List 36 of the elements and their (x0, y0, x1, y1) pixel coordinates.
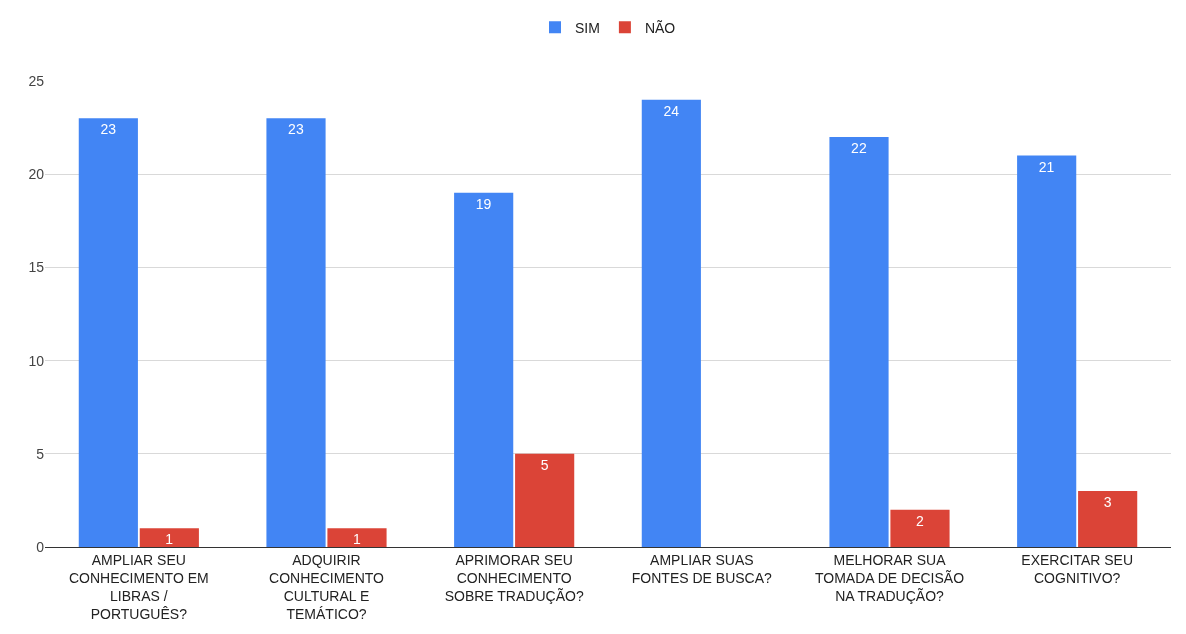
data-label: 24 (663, 102, 680, 119)
x-tick-label: AMPLIAR SUAS FONTES DE BUSCA? (631, 551, 773, 586)
bar (327, 528, 387, 547)
data-label: 19 (475, 195, 492, 212)
data-label: 1 (352, 531, 361, 548)
y-tick-label: 0 (36, 538, 45, 555)
y-tick-label: 15 (28, 259, 45, 276)
bar (641, 99, 701, 547)
data-label: 2 (915, 512, 924, 529)
bar (829, 136, 889, 547)
bar (1078, 491, 1138, 547)
x-tick-label: MELHORAR SUA TOMADA DE DECISÃO NA TRADUÇÃO? (814, 551, 965, 605)
data-label: 5 (540, 456, 549, 473)
data-label: 22 (851, 139, 867, 156)
bar (454, 192, 514, 547)
data-label: 21 (1038, 158, 1055, 175)
bar (515, 453, 575, 547)
x-tick-label: EXERCITAR SEU COGNITIVO? (1021, 551, 1134, 586)
y-tick-label: 10 (28, 352, 45, 369)
bar (139, 528, 199, 547)
data-label: 23 (288, 121, 304, 138)
data-label: 23 (100, 121, 117, 138)
legend-label: SIM (575, 19, 600, 36)
x-tick-label: APRIMORAR SEU CONHECIMENTO SOBRE TRADUÇÃO? (444, 551, 584, 605)
data-label: 1 (165, 531, 174, 548)
y-tick-label: 25 (28, 72, 45, 89)
bar (890, 509, 950, 547)
x-tick-label: ADQUIRIR CONHECIMENTO CULTURAL E TEMÁTICO? (269, 551, 385, 623)
legend-label: NÃO (644, 19, 676, 36)
y-tick-label: 5 (36, 445, 45, 462)
x-tick-label: AMPLIAR SEU CONHECIMENTO EM LIBRAS / PORTUGUÊS? (68, 551, 209, 623)
bar (1017, 155, 1077, 547)
y-tick-label: 20 (28, 166, 45, 183)
data-label: 3 (1103, 494, 1112, 511)
bar (78, 118, 138, 547)
bar (266, 118, 326, 547)
